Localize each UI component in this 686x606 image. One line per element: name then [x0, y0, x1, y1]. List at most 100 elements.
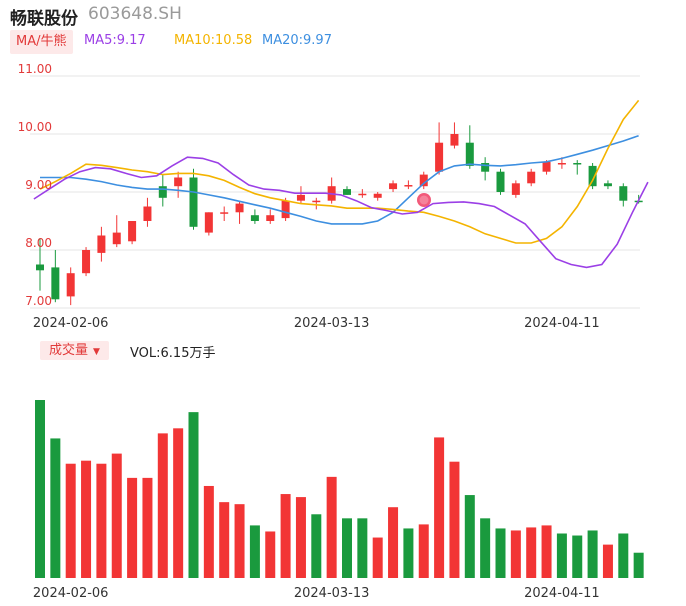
x-tick-label: 2024-03-13 [294, 586, 370, 601]
bull-marker[interactable] [417, 193, 431, 207]
volume-bar [142, 477, 153, 578]
volume-bar [65, 463, 76, 578]
volume-bar [372, 537, 383, 578]
volume-bar [357, 518, 368, 578]
volume-bar [434, 437, 445, 578]
candle-body [603, 183, 612, 187]
candle-body [235, 203, 244, 213]
candle-body [312, 200, 321, 203]
price-axis: 11.00 10.00 9.00 8.00 7.00 [18, 62, 52, 308]
volume-bar [311, 514, 322, 578]
x-tick-label: 2024-02-06 [33, 586, 109, 601]
volume-bar [127, 477, 138, 578]
y-tick-label: 10.00 [18, 120, 52, 134]
ma10-legend: MA10:10.58 [174, 33, 253, 48]
volume-bar [280, 494, 291, 578]
candle-body [465, 142, 474, 166]
candle-body [250, 215, 259, 221]
candle-body [296, 194, 305, 201]
volume-bar [111, 453, 122, 578]
price-date-axis: 2024-02-06 2024-03-13 2024-04-11 [33, 316, 600, 331]
x-tick-label: 2024-04-11 [524, 316, 600, 331]
chevron-down-icon: ▼ [93, 347, 100, 357]
candle-body [128, 221, 137, 242]
x-tick-label: 2024-04-11 [524, 586, 600, 601]
volume-bar [50, 438, 61, 578]
candle-body [511, 183, 520, 195]
ma-indicator-toggle[interactable]: MA/牛熊 [10, 30, 73, 54]
volume-date-axis: 2024-02-06 2024-03-13 2024-04-11 [33, 586, 600, 601]
moving-average-lines [33, 99, 649, 269]
candle-body [527, 171, 536, 184]
candle-body [588, 165, 597, 187]
volume-bar [342, 518, 352, 578]
volume-bar [326, 476, 337, 578]
volume-bar [449, 461, 460, 578]
volume-bar [388, 507, 399, 578]
candle-body [174, 177, 183, 187]
candle-body [496, 171, 505, 192]
price-gridlines [30, 75, 640, 309]
volume-bar [418, 524, 429, 578]
volume-bar [480, 518, 491, 578]
candle-body [435, 142, 444, 172]
volume-bar [541, 525, 552, 578]
candle-body [143, 206, 152, 221]
volume-bar [234, 504, 245, 578]
candle-body [51, 267, 60, 300]
volume-bar [526, 527, 537, 578]
y-tick-label: 8.00 [25, 236, 52, 250]
volume-bar [203, 485, 214, 578]
x-tick-label: 2024-02-06 [33, 316, 109, 331]
volume-bar [219, 502, 230, 578]
volume-bar [96, 463, 107, 578]
volume-bar [556, 533, 567, 578]
candle-body [404, 185, 413, 187]
volume-bar [173, 428, 184, 578]
volume-bar [572, 535, 583, 578]
candle-body [373, 193, 382, 198]
volume-bar [495, 528, 506, 578]
candle-body [542, 161, 551, 172]
candle-body [112, 232, 121, 245]
y-tick-label: 7.00 [25, 294, 52, 308]
candle-body [36, 264, 44, 271]
candle-body [281, 200, 290, 219]
volume-bar [157, 433, 168, 578]
volume-bar [633, 552, 644, 578]
candle-body [204, 212, 213, 233]
candle-body [450, 134, 459, 146]
volume-bar [464, 495, 475, 578]
volume-bar [587, 530, 598, 578]
ma5-legend: MA5:9.17 [84, 33, 146, 48]
candle-body [389, 183, 398, 190]
volume-bar [602, 544, 613, 578]
candle-body [481, 163, 490, 172]
candle-body [266, 215, 275, 221]
volume-indicator-toggle[interactable]: 成交量 ▼ [40, 341, 109, 360]
candle-body [82, 250, 91, 274]
candle-body [220, 212, 229, 214]
volume-toggle-label: 成交量 [49, 343, 89, 358]
y-tick-label: 9.00 [25, 178, 52, 192]
ma5-line [33, 156, 649, 269]
volume-bar [188, 412, 199, 578]
volume-bar [510, 530, 521, 578]
candle-body [158, 186, 167, 198]
volume-bar [618, 533, 629, 578]
candle-body [343, 189, 351, 195]
candle-body [66, 273, 75, 297]
x-tick-label: 2024-03-13 [294, 316, 370, 331]
candle-body [97, 235, 106, 253]
ma20-legend: MA20:9.97 [262, 33, 332, 48]
volume-bars [35, 400, 644, 578]
volume-bar [249, 525, 260, 578]
volume-bar [265, 531, 276, 578]
candle-body [573, 163, 582, 165]
stock-name: 畅联股份 [10, 9, 78, 29]
candlestick-series [36, 122, 643, 306]
volume-bar [81, 460, 92, 578]
volume-bar [403, 528, 414, 578]
candle-body [419, 174, 428, 187]
